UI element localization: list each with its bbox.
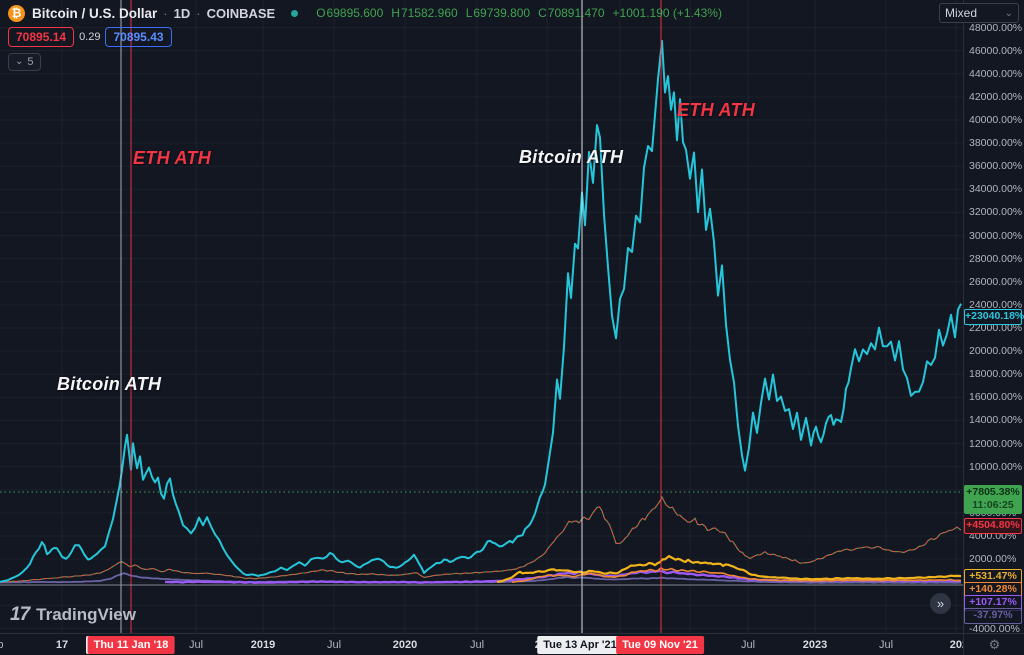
indicators-collapse-button[interactable]: ⌄ 5 bbox=[8, 53, 41, 71]
series-line-BTCUSD-up-ticks bbox=[0, 495, 962, 583]
series-value-label-XRPUSDT: -37.97% bbox=[964, 608, 1022, 624]
exchange-label[interactable]: COINBASE bbox=[206, 5, 276, 21]
price-tick-label: 34000.00% bbox=[969, 183, 1023, 196]
price-tick-label: 26000.00% bbox=[969, 275, 1023, 288]
double-chevron-button[interactable]: » bbox=[930, 593, 951, 614]
bitcoin-icon: ₿ bbox=[8, 4, 25, 22]
price-tick-label: 24000.00% bbox=[969, 298, 1023, 311]
tradingview-logo-icon: 17 bbox=[10, 604, 30, 625]
price-tick-label: 40000.00% bbox=[969, 113, 1023, 126]
price-tick-label: 42000.00% bbox=[969, 90, 1023, 103]
separator: · bbox=[196, 5, 201, 21]
chevron-down-icon: ⌄ bbox=[1004, 7, 1013, 19]
time-label: 2020 bbox=[392, 639, 418, 651]
indicators-count: 5 bbox=[27, 56, 34, 68]
price-tick-label: -4000.00% bbox=[969, 622, 1020, 635]
price-tick-label: 30000.00% bbox=[969, 229, 1023, 242]
text-drawing[interactable]: Bitcoin ATH bbox=[519, 147, 624, 167]
change-value: +1001.190 (+1.43%) bbox=[612, 6, 722, 20]
axis-corner: ⚙ bbox=[963, 633, 1024, 655]
price-tick-label: 46000.00% bbox=[969, 44, 1023, 57]
series-value-label-SOLUSD: +140.28% bbox=[964, 582, 1022, 598]
series-line-ETHUSD[interactable] bbox=[0, 40, 962, 583]
series-line-AVAXUSDT[interactable] bbox=[496, 555, 962, 584]
ohlc-values: O69895.600 H71582.960 L69739.800 C70891.… bbox=[316, 6, 722, 20]
price-tick-label: 18000.00% bbox=[969, 368, 1023, 381]
text-drawing[interactable]: ETH ATH bbox=[677, 100, 756, 120]
time-label: Feb bbox=[0, 639, 4, 651]
series-value-label-AVAXUSDT: +531.47% bbox=[964, 569, 1022, 585]
ask-price-button[interactable]: 70895.43 bbox=[105, 27, 172, 47]
chevron-down-icon: ⌄ bbox=[15, 56, 24, 67]
price-tick-label: 16000.00% bbox=[969, 391, 1023, 404]
close-value: 70891.470 bbox=[547, 6, 605, 20]
time-label: Jul bbox=[740, 639, 756, 651]
separator: · bbox=[163, 5, 168, 21]
price-tick-label: 20000.00% bbox=[969, 345, 1023, 358]
series-line-SOLUSD[interactable] bbox=[511, 567, 962, 583]
low-value: 69739.800 bbox=[473, 6, 531, 20]
time-label: 2023 bbox=[802, 639, 828, 651]
time-label: 17 bbox=[55, 639, 69, 651]
series-value-label-ETHUSD: +23040.18% bbox=[964, 309, 1024, 325]
symbol-title[interactable]: Bitcoin / U.S. Dollar bbox=[32, 5, 158, 21]
price-tick-label: 36000.00% bbox=[969, 160, 1023, 173]
scale-mode-value: Mixed bbox=[945, 6, 978, 20]
tradingview-logo[interactable]: 17 TradingView bbox=[10, 604, 136, 626]
open-value: 69895.600 bbox=[326, 6, 384, 20]
price-tick-label: 2000.00% bbox=[969, 553, 1017, 566]
scale-mode-select[interactable]: Mixed ⌄ bbox=[939, 3, 1019, 23]
time-label: Jul bbox=[469, 639, 485, 651]
price-tick-label: 22000.00% bbox=[969, 322, 1023, 334]
time-label: Jul bbox=[878, 639, 894, 651]
spread-value: 0.29 bbox=[79, 31, 101, 43]
vline-time-label[interactable]: Tue 09 Nov '21 bbox=[616, 636, 704, 654]
interval-label[interactable]: 1D bbox=[173, 5, 191, 21]
high-value: 71582.960 bbox=[400, 6, 458, 20]
price-tick-label: 48000.00% bbox=[969, 21, 1023, 34]
gear-icon[interactable]: ⚙ bbox=[988, 637, 1001, 652]
vline-time-label[interactable]: Thu 11 Jan '18 bbox=[87, 636, 175, 654]
bid-price-button[interactable]: 70895.14 bbox=[8, 27, 75, 47]
price-tick-label: 14000.00% bbox=[969, 414, 1023, 427]
price-tick-label: 44000.00% bbox=[969, 67, 1023, 80]
time-label: Jul bbox=[188, 639, 204, 651]
price-tick-label: 12000.00% bbox=[969, 437, 1023, 450]
series-value-label: +4504.80% bbox=[964, 518, 1022, 534]
text-drawing[interactable]: Bitcoin ATH bbox=[57, 374, 162, 394]
tradingview-logo-text: TradingView bbox=[36, 605, 136, 624]
vline-time-label[interactable]: Tue 13 Apr '21 bbox=[537, 636, 623, 654]
quote-row: 70895.14 0.29 70895.43 bbox=[8, 27, 722, 47]
symbol-row: ₿ Bitcoin / U.S. Dollar · 1D · COINBASE … bbox=[8, 3, 722, 23]
time-label: 2019 bbox=[250, 639, 276, 651]
chart-header: ₿ Bitcoin / U.S. Dollar · 1D · COINBASE … bbox=[8, 3, 722, 71]
price-tick-label: 10000.00% bbox=[969, 460, 1023, 473]
series-value-label-BTCUSD: +7805.38% 11:06:25 bbox=[964, 485, 1022, 514]
time-scale[interactable]: Feb17Jul2019Jul2020Jul2021Jul2023Jul2024… bbox=[0, 633, 1024, 655]
market-status-icon[interactable] bbox=[291, 9, 299, 17]
price-tick-label: 32000.00% bbox=[969, 206, 1023, 219]
price-tick-label: 28000.00% bbox=[969, 252, 1023, 265]
time-label: Jul bbox=[326, 639, 342, 651]
price-tick-label: 38000.00% bbox=[969, 137, 1023, 150]
text-drawing[interactable]: ETH ATH bbox=[133, 148, 212, 168]
